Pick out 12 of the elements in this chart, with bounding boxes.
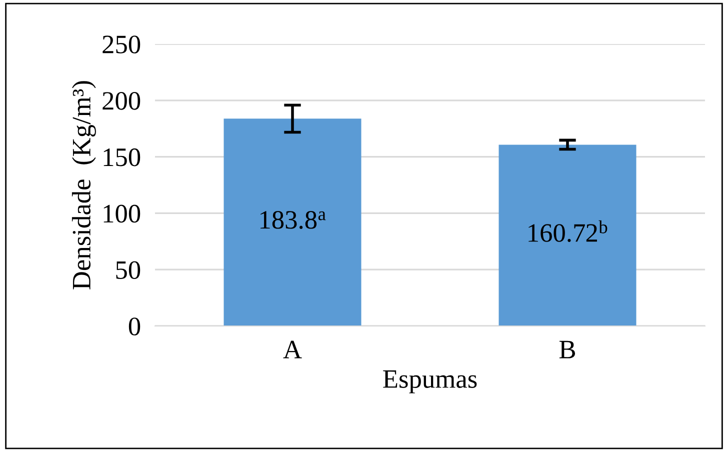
x-tick-label: B [559,340,576,358]
y-tick-label: 100 [104,204,140,223]
y-tick-label: 150 [104,148,140,166]
y-tick-label: 250 [102,36,140,54]
y-tick-label: 200 [102,92,140,110]
data-label: 160.72$^{b}$ [528,220,608,242]
y-tick-label: 0 [128,318,140,336]
data-label: 183.8$^{a}$ [260,211,326,229]
y-axis-title: Densidade (Kg/m³) [72,81,96,290]
y-tick-label: 50 [116,261,140,280]
x-tick-label: A [283,340,302,358]
x-axis-title: Espumas [383,370,477,394]
